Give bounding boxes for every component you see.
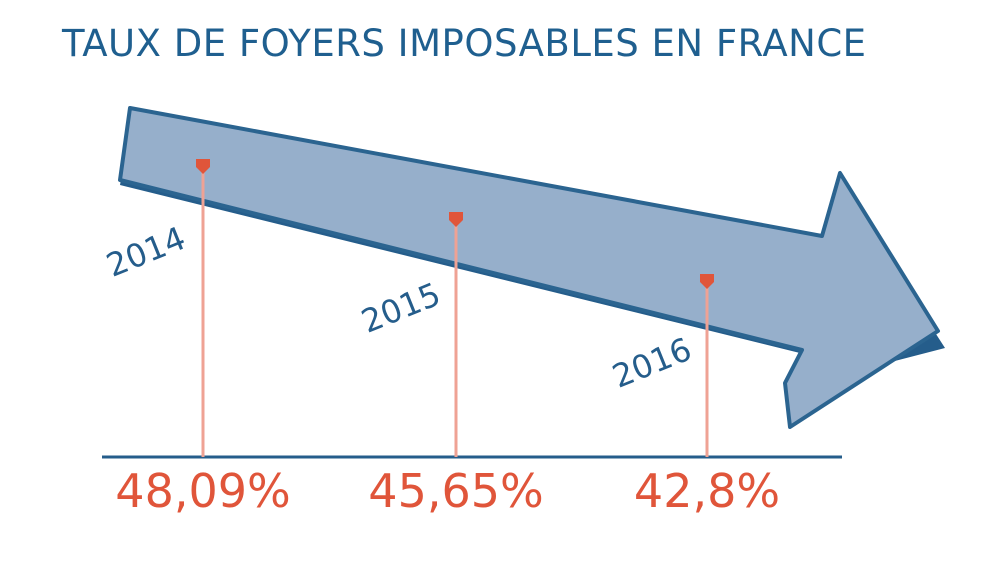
value-label: 42,8% — [634, 464, 780, 518]
year-label: 2015 — [356, 275, 446, 341]
trend-arrow — [118, 106, 945, 429]
year-label: 2016 — [607, 330, 697, 396]
value-label: 45,65% — [368, 464, 543, 518]
data-point-marker — [449, 212, 463, 228]
data-point-marker — [700, 274, 714, 289]
value-label: 48,09% — [115, 464, 290, 518]
trend-arrow-body — [118, 106, 940, 429]
year-label: 2014 — [101, 219, 191, 285]
chart-title: TAUX DE FOYERS IMPOSABLES EN FRANCE — [62, 22, 867, 65]
data-point-marker — [196, 159, 210, 174]
